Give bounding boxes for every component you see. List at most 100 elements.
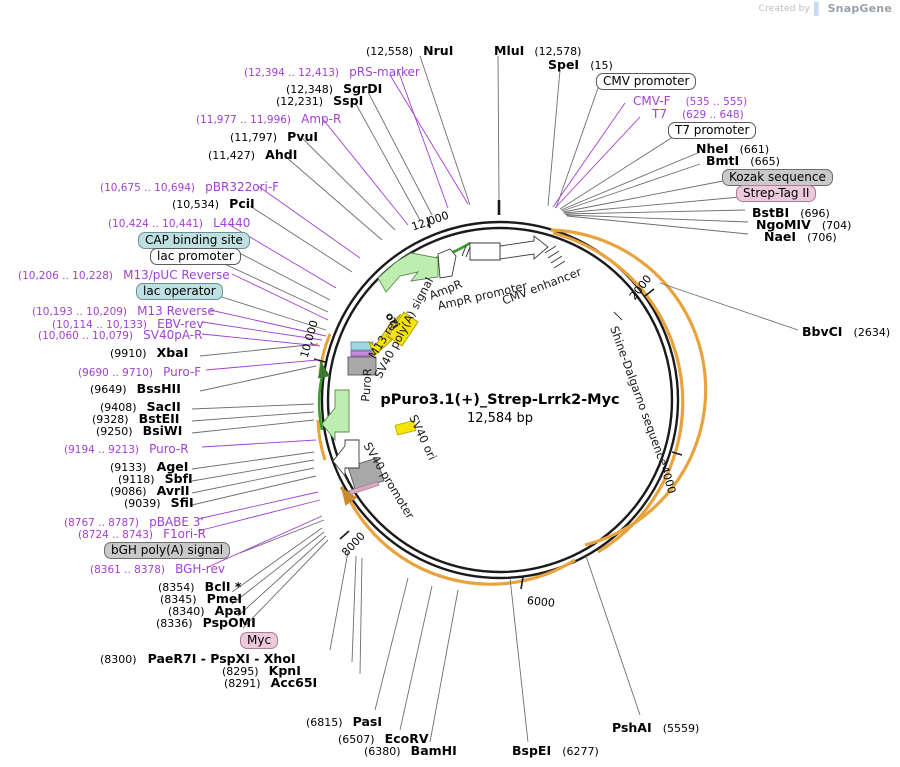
label-t7-promoter-tag: T7 promoter bbox=[668, 122, 757, 139]
label-sacii: (9408) SacII bbox=[100, 398, 181, 414]
puror-green-arc bbox=[317, 371, 325, 431]
label-sgrdi: (12,348) SgrDI bbox=[286, 80, 382, 96]
label-l4440-name: L4440 bbox=[213, 216, 251, 230]
label-ebv-rev-position: (10,114 .. 10,133) bbox=[52, 319, 148, 331]
label-ahdi-name: AhdI bbox=[265, 147, 298, 162]
label-bcli: (8354) BclI * bbox=[158, 578, 241, 594]
ampr-arrowhead bbox=[397, 254, 415, 270]
label-pspomi-position: (8336) bbox=[156, 617, 193, 630]
label-strep-tag-ii-tag: Strep-Tag II bbox=[736, 185, 817, 202]
label-sgrdi-name: SgrDI bbox=[343, 81, 383, 96]
label-sbfi: (9118) SbfI bbox=[118, 470, 193, 486]
label-nhei-position: (661) bbox=[739, 143, 770, 156]
label-sacii-name: SacII bbox=[146, 399, 181, 414]
label-pshai-position: (5559) bbox=[662, 722, 700, 735]
leader-lines-top-primer bbox=[389, 74, 641, 209]
label-apai: (8340) ApaI bbox=[168, 602, 246, 618]
label-bsshii: (9649) BssHII bbox=[90, 380, 181, 396]
label-apai-position: (8340) bbox=[168, 605, 205, 618]
label-kpni: (8295) KpnI bbox=[222, 662, 301, 678]
label-spei: SpeI (15) bbox=[548, 56, 613, 72]
label-pasi: (6815) PasI bbox=[306, 713, 382, 729]
label-puro-f-name: Puro-F bbox=[163, 365, 202, 379]
label-ngomiv: NgoMIV (704) bbox=[756, 216, 851, 232]
tick-label-4000: 4000 bbox=[657, 464, 679, 496]
label-acc65i-position: (8291) bbox=[224, 677, 261, 690]
label-avrii: (9086) AvrII bbox=[110, 482, 190, 498]
label-cmv-f-position: (535 .. 555) bbox=[685, 96, 748, 108]
label-acc65i-name: Acc65I bbox=[270, 675, 318, 690]
label-pbr322ori-f: (10,675 .. 10,694) pBR322ori-F bbox=[100, 178, 279, 194]
label-sfii: (9039) SfiI bbox=[124, 494, 194, 510]
label-prs-marker-name: pRS-marker bbox=[349, 65, 420, 79]
label-bgh-rev: (8361 .. 8378) BGH-rev bbox=[90, 560, 225, 576]
label-cmv-f-name: CMV-F bbox=[633, 94, 671, 108]
label-ahdi: (11,427) AhdI bbox=[208, 146, 297, 162]
label-bbvci-name: BbvCI bbox=[802, 324, 843, 339]
tick-label-6000: 6000 bbox=[526, 594, 556, 610]
snapgene-leaf-icon: ▌ bbox=[814, 1, 824, 16]
label-l4440-position: (10,424 .. 10,441) bbox=[108, 218, 204, 230]
label-bgh-polya-signal: bGH poly(A) signal bbox=[104, 541, 231, 559]
label-bstei-position: (9328) bbox=[92, 413, 129, 426]
label-pshai: PshAI (5559) bbox=[612, 719, 699, 735]
label-f1ori-r-name: F1ori-R bbox=[163, 527, 206, 541]
label-xbai-position: (9910) bbox=[110, 347, 147, 360]
orf-arrowhead bbox=[339, 486, 358, 506]
label-puro-r-position: (9194 .. 9213) bbox=[64, 444, 139, 456]
inner-orange-arc-b bbox=[318, 333, 332, 373]
label-prs-marker-position: (12,394 .. 12,413) bbox=[244, 67, 340, 79]
label-avrii-name: AvrII bbox=[156, 483, 190, 498]
feature-label-puror: PuroR bbox=[358, 367, 375, 403]
label-ahdi-position: (11,427) bbox=[208, 149, 256, 162]
label-pbabe-3-position: (8767 .. 8787) bbox=[64, 517, 139, 529]
label-ecorv: (6507) EcoRV bbox=[338, 730, 429, 746]
label-kozak-sequence-tag: Kozak sequence bbox=[722, 169, 833, 186]
label-sacii-position: (9408) bbox=[100, 401, 137, 414]
label-bsshii-name: BssHII bbox=[136, 381, 181, 396]
label-agei: (9133) AgeI bbox=[110, 458, 188, 474]
label-m13-reverse-name: M13 Reverse bbox=[137, 304, 215, 318]
label-pcii: (10,534) PciI bbox=[172, 195, 255, 211]
label-puro-r-name: Puro-R bbox=[149, 442, 189, 456]
label-m13-reverse-position: (10,193 .. 10,209) bbox=[32, 306, 128, 318]
label-bamhi-position: (6380) bbox=[364, 745, 401, 758]
snapgene-watermark: Created by ▌ SnapGene bbox=[759, 2, 892, 15]
label-paer7i-name: PaeR7I - PspXI - XhoI bbox=[147, 651, 296, 666]
label-puro-r: (9194 .. 9213) Puro-R bbox=[64, 440, 189, 456]
label-spei-name: SpeI bbox=[548, 57, 580, 72]
tick-label-12000: 12,000 bbox=[409, 208, 451, 234]
label-t7-primer: T7 (629 .. 648) bbox=[652, 105, 744, 121]
plasmid-title: pPuro3.1(+)_Strep-Lrrk2-Myc bbox=[380, 392, 620, 408]
tick-label-8000: 8000 bbox=[339, 529, 368, 559]
label-pbabe-3: (8767 .. 8787) pBABE 3' bbox=[64, 513, 204, 529]
label-f1ori-r: (8724 .. 8743) F1ori-R bbox=[78, 525, 206, 541]
label-bbvci-position: (2634) bbox=[853, 326, 891, 339]
label-sbfi-position: (9118) bbox=[118, 473, 155, 486]
label-pvui-position: (11,797) bbox=[230, 131, 278, 144]
label-strep-tag-ii: Strep-Tag II bbox=[736, 184, 817, 202]
label-bmti-position: (665) bbox=[750, 155, 780, 168]
label-m13-puc-reverse: (10,206 .. 10,228) M13/pUC Reverse bbox=[18, 266, 230, 282]
label-pbr322ori-f-name: pBR322ori-F bbox=[205, 180, 280, 194]
label-cmv-promoter: CMV promoter bbox=[596, 72, 697, 90]
label-sspi: (12,231) SspI bbox=[276, 92, 363, 108]
label-ngomiv-name: NgoMIV bbox=[756, 217, 811, 232]
label-myc: Myc bbox=[240, 631, 279, 649]
label-sspi-name: SspI bbox=[333, 93, 364, 108]
label-sbfi-name: SbfI bbox=[164, 471, 193, 486]
label-lac-operator-tag: lac operator bbox=[136, 283, 223, 300]
label-sspi-position: (12,231) bbox=[276, 95, 324, 108]
label-bsiwi: (9250) BsiWI bbox=[96, 422, 182, 438]
label-bgh-rev-name: BGH-rev bbox=[175, 562, 225, 576]
label-sfii-name: SfiI bbox=[170, 495, 194, 510]
label-bmti-name: BmtI bbox=[706, 153, 740, 168]
label-myc-tag: Myc bbox=[240, 632, 279, 649]
label-cmv-f: CMV-F (535 .. 555) bbox=[633, 92, 747, 108]
label-pbr322ori-f-position: (10,675 .. 10,694) bbox=[100, 182, 196, 194]
plasmid-length: 12,584 bp bbox=[466, 411, 534, 426]
label-agei-position: (9133) bbox=[110, 461, 147, 474]
label-pmei-position: (8345) bbox=[160, 593, 197, 606]
label-ebv-rev: (10,114 .. 10,133) EBV-rev bbox=[52, 315, 204, 331]
